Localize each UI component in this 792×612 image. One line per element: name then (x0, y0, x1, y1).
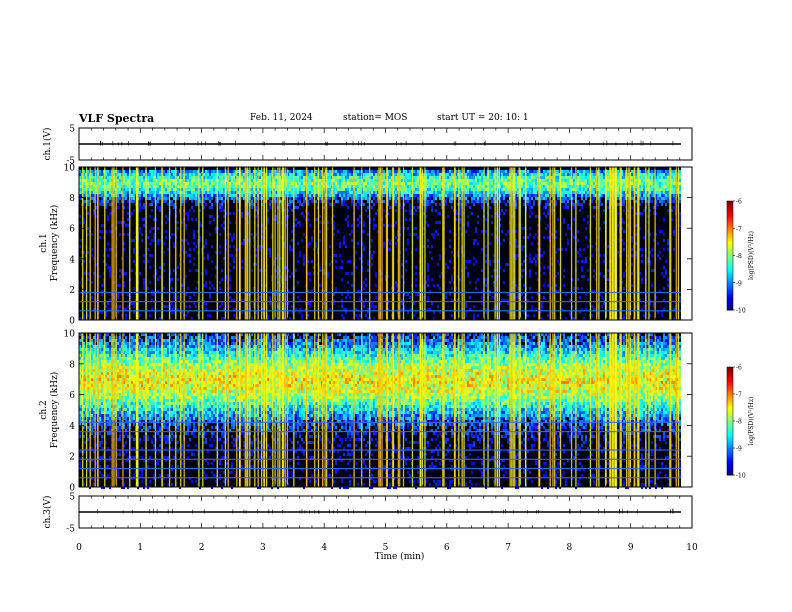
ch1-colorbar-tick-label: -7 (736, 226, 742, 233)
ch1-waveform-ylabel: ch.1(V) (42, 128, 53, 161)
x-tick-label: 8 (567, 543, 573, 553)
date-label: Feb. 11, 2024 (250, 113, 313, 123)
ch1-colorbar-tick-label: -8 (736, 253, 742, 260)
ch2-spectrogram-ytick-label: 4 (69, 422, 75, 432)
x-tick-label: 0 (76, 543, 82, 553)
ch1-colorbar-label: log(PSD)(V²/Hz) (748, 231, 755, 280)
x-tick-label: 4 (321, 543, 327, 553)
x-tick-label: 5 (383, 543, 389, 553)
x-tick-label: 7 (505, 543, 511, 553)
ch1-spectrogram-ylabel-freq: Frequency (kHz) (49, 205, 60, 282)
chart-title: VLF Spectra (79, 112, 154, 125)
ch1-spectrogram-ylabel-channel: ch.1 (39, 233, 49, 252)
x-tick-label: 2 (199, 543, 205, 553)
x-tick-label: 9 (628, 543, 634, 553)
ch3-waveform-ytick-label: -5 (66, 525, 75, 535)
ch2-spectrogram-ylabel-freq: Frequency (kHz) (49, 372, 60, 449)
ch2-colorbar-tick-label: -6 (736, 365, 742, 372)
ch1-colorbar-tick-label: -10 (736, 308, 746, 315)
ch1-spectrogram-ytick-label: 2 (69, 286, 75, 296)
ch1-spectrogram-ytick-label: 8 (69, 194, 75, 204)
ch2-spectrogram-ytick-label: 0 (69, 484, 75, 494)
x-tick-label: 3 (260, 543, 266, 553)
ch1-waveform-ytick-label: 5 (69, 125, 75, 135)
ch1-spectrogram-ytick-label: 10 (64, 164, 76, 174)
ch3-waveform-ytick-label: 5 (69, 493, 75, 503)
ch2-colorbar-tick-label: -8 (736, 419, 742, 426)
ch2-spectrogram-ytick-label: 6 (69, 391, 75, 401)
ch2-spectrogram-ytick-label: 8 (69, 360, 75, 370)
ch1-colorbar-tick-label: -9 (736, 280, 742, 287)
spectrogram-image-ch1 (79, 167, 692, 320)
ch2-spectrogram-ytick-label: 2 (69, 453, 75, 463)
x-tick-label: 10 (686, 543, 698, 553)
start-time-label: start UT = 20: 10: 1 (437, 113, 529, 123)
ch3-waveform-ylabel: ch.3(V) (42, 496, 53, 529)
ch2-colorbar (726, 366, 734, 476)
ch2-colorbar-label: log(PSD)(V²/Hz) (748, 397, 755, 446)
ch1-spectrogram-ytick-label: 4 (69, 255, 75, 265)
ch1-spectrogram-ytick-label: 0 (69, 317, 75, 327)
ch1-colorbar-tick-label: -6 (736, 199, 742, 206)
ch2-colorbar-tick-label: -7 (736, 392, 742, 399)
ch1-waveform-ytick-label: -5 (66, 157, 75, 167)
ch2-spectrogram-ytick-label: 10 (64, 330, 76, 340)
x-tick-label: 6 (444, 543, 450, 553)
ch2-spectrogram-ylabel-channel: ch.2 (39, 400, 49, 419)
ch1-spectrogram-ytick-label: 6 (69, 225, 75, 235)
station-label: station= MOS (343, 113, 407, 123)
ch1-colorbar (726, 200, 734, 311)
x-axis-label: Time (min) (375, 551, 425, 562)
spectrogram-image-ch2 (79, 333, 692, 489)
x-tick-label: 1 (137, 543, 143, 553)
ch2-colorbar-tick-label: -9 (736, 446, 742, 453)
ch2-colorbar-tick-label: -10 (736, 473, 746, 480)
